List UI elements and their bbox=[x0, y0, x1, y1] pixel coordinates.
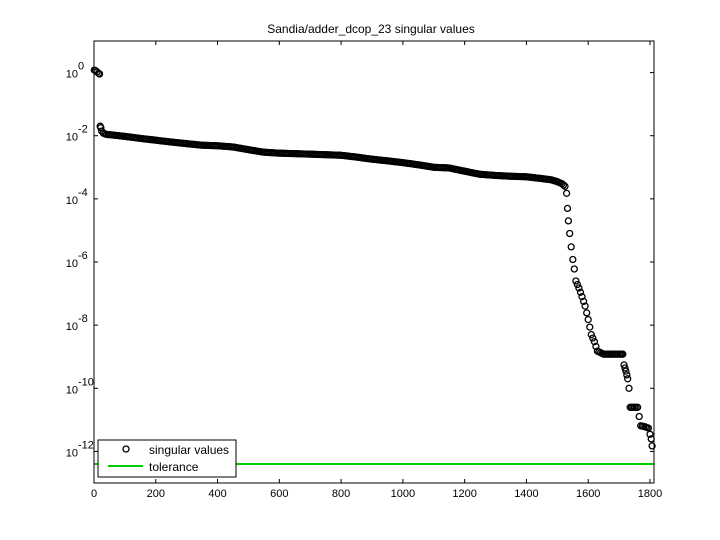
data-point bbox=[648, 442, 656, 450]
data-point bbox=[624, 375, 632, 383]
y-tick-label: 10 bbox=[66, 447, 78, 459]
y-tick-label: 10 bbox=[66, 132, 78, 144]
data-point bbox=[586, 323, 594, 331]
data-point bbox=[564, 217, 573, 225]
data-point bbox=[584, 315, 592, 324]
x-tick-label: 400 bbox=[208, 488, 226, 500]
data-point bbox=[587, 330, 595, 339]
data-point bbox=[623, 371, 631, 379]
y-tick-label: 10 bbox=[66, 69, 78, 81]
data-point bbox=[635, 412, 643, 421]
y-tick-label: 10 bbox=[66, 258, 78, 270]
data-point bbox=[575, 284, 583, 292]
data-point bbox=[579, 297, 588, 306]
x-axis: 0 200 400 600 800 1000 1200 1400 1600 1800 bbox=[91, 41, 662, 500]
data-point bbox=[572, 277, 580, 285]
data-point bbox=[561, 182, 569, 190]
y-tick-label: 10 bbox=[66, 384, 78, 396]
y-tick-exponent: -10 bbox=[78, 376, 94, 388]
x-tick-label: 0 bbox=[91, 488, 97, 500]
data-point bbox=[569, 255, 577, 264]
chart-title: Sandia/adder_dcop_23 singular values bbox=[267, 22, 475, 36]
data-point bbox=[573, 280, 582, 289]
y-tick-label: 10 bbox=[66, 195, 78, 207]
data-point bbox=[619, 350, 627, 358]
x-tick-label: 1200 bbox=[452, 488, 476, 500]
y-tick-exponent: 0 bbox=[78, 61, 84, 73]
legend-label-singular-values: singular values bbox=[149, 443, 229, 457]
plot-marks bbox=[90, 66, 656, 465]
data-point bbox=[622, 367, 630, 375]
legend: singular values tolerance bbox=[97, 439, 237, 478]
data-point bbox=[563, 204, 572, 213]
data-point bbox=[95, 70, 104, 78]
legend-label-tolerance: tolerance bbox=[149, 460, 199, 474]
data-point bbox=[583, 309, 591, 317]
data-point bbox=[625, 384, 633, 392]
data-point bbox=[592, 342, 600, 351]
data-point bbox=[621, 364, 629, 372]
data-point bbox=[590, 338, 599, 346]
y-tick-exponent: -12 bbox=[78, 439, 94, 451]
data-point bbox=[567, 243, 575, 251]
y-tick-label: 10 bbox=[66, 321, 78, 333]
y-tick-exponent: -8 bbox=[78, 313, 88, 325]
y-tick-exponent: -2 bbox=[78, 124, 88, 136]
data-point bbox=[581, 302, 589, 310]
data-point bbox=[559, 181, 568, 189]
x-tick-label: 1800 bbox=[638, 488, 662, 500]
y-tick-exponent: -4 bbox=[78, 187, 88, 199]
legend-box bbox=[97, 439, 237, 478]
data-point bbox=[576, 288, 585, 296]
legend-circle-marker bbox=[122, 445, 130, 453]
x-tick-label: 1400 bbox=[514, 488, 538, 500]
data-point bbox=[562, 189, 571, 197]
data-point bbox=[646, 430, 654, 438]
data-point bbox=[566, 229, 574, 238]
data-point bbox=[589, 334, 597, 342]
x-tick-label: 1600 bbox=[576, 488, 600, 500]
x-tick-label: 200 bbox=[147, 488, 165, 500]
y-tick-exponent: -6 bbox=[78, 250, 88, 262]
data-point bbox=[570, 265, 578, 273]
data-point bbox=[633, 403, 642, 411]
data-point bbox=[578, 292, 586, 301]
x-tick-label: 1000 bbox=[391, 488, 415, 500]
x-tick-label: 600 bbox=[270, 488, 288, 500]
x-tick-label: 800 bbox=[332, 488, 350, 500]
data-point bbox=[620, 361, 628, 369]
